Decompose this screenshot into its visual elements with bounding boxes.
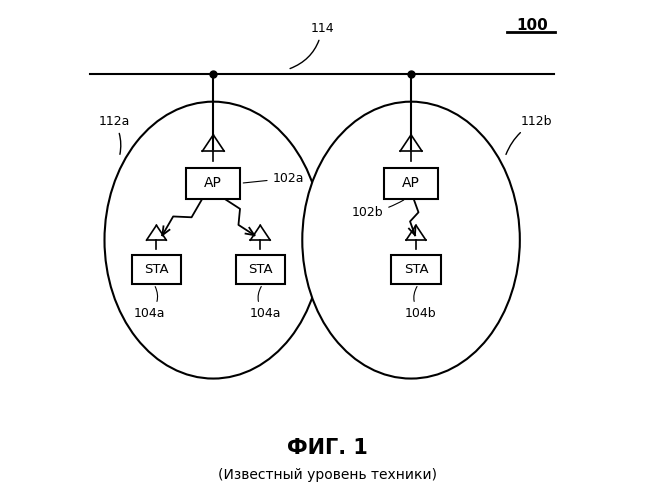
Text: STA: STA xyxy=(404,264,428,276)
Text: 102a: 102a xyxy=(243,172,304,185)
Text: STA: STA xyxy=(144,264,169,276)
Text: AP: AP xyxy=(402,176,420,190)
Text: STA: STA xyxy=(248,264,273,276)
Bar xyxy=(391,256,441,284)
Bar xyxy=(131,256,181,284)
Text: 104a: 104a xyxy=(133,286,165,320)
Text: 104a: 104a xyxy=(249,286,281,320)
Ellipse shape xyxy=(105,102,322,378)
Text: AP: AP xyxy=(204,176,222,190)
Ellipse shape xyxy=(302,102,520,378)
Text: 104b: 104b xyxy=(405,286,437,320)
Bar xyxy=(235,256,285,284)
Bar xyxy=(186,168,241,198)
Text: 100: 100 xyxy=(516,18,548,32)
Text: 112a: 112a xyxy=(99,115,130,154)
Text: 102b: 102b xyxy=(352,200,404,220)
Text: 114: 114 xyxy=(290,22,334,68)
Text: (Известный уровень техники): (Известный уровень техники) xyxy=(218,468,436,482)
Text: 112b: 112b xyxy=(506,115,552,154)
Bar xyxy=(384,168,438,198)
Text: ФИГ. 1: ФИГ. 1 xyxy=(286,438,368,458)
